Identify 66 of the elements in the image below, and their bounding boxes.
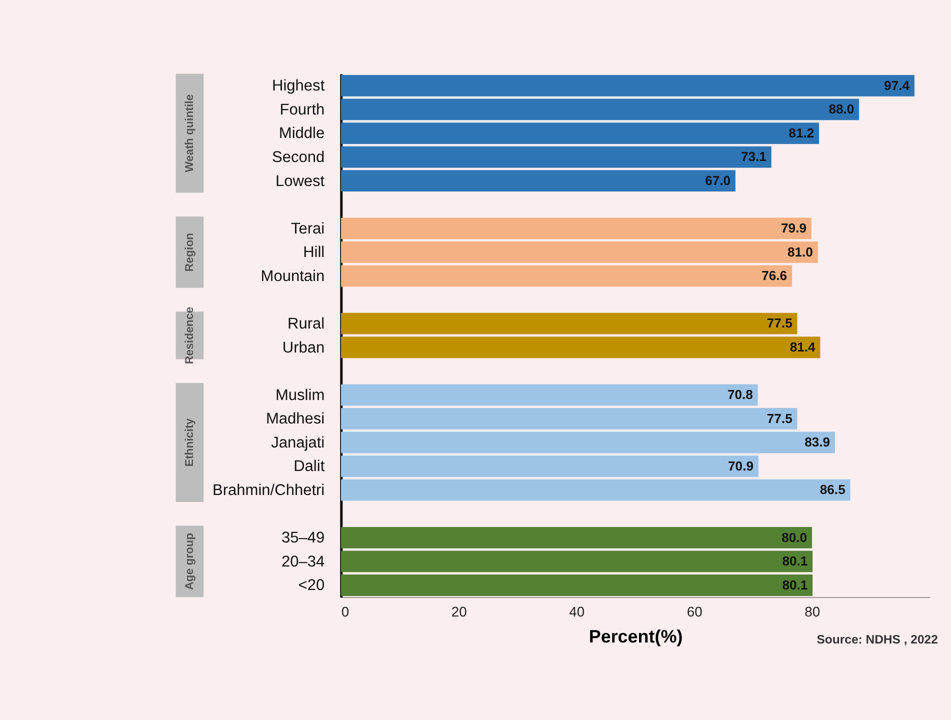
data-label: 73.1 bbox=[740, 149, 766, 164]
data-label: 80.1 bbox=[782, 554, 808, 569]
data-label: 81.4 bbox=[790, 339, 816, 354]
data-label: 83.9 bbox=[804, 434, 830, 450]
x-tick-label: 40 bbox=[569, 603, 585, 620]
y-tick-label: Dalit bbox=[294, 458, 326, 476]
data-label: 77.5 bbox=[766, 316, 792, 331]
bar bbox=[340, 526, 812, 548]
y-tick-label: Highest bbox=[272, 78, 326, 95]
text: Ethnicity bbox=[184, 418, 196, 467]
y-tick-label: Madhesi bbox=[266, 410, 325, 428]
bar bbox=[340, 218, 812, 240]
data-label: 81.2 bbox=[788, 125, 814, 140]
y-tick-label: Mountain bbox=[260, 268, 325, 285]
data-label: 81.0 bbox=[788, 244, 813, 260]
y-tick-label: Terai bbox=[290, 220, 325, 238]
text: Region bbox=[184, 232, 196, 272]
bar bbox=[340, 122, 820, 144]
bar bbox=[340, 312, 798, 334]
text: Residence bbox=[184, 306, 196, 364]
bar bbox=[340, 336, 820, 358]
bar bbox=[340, 574, 813, 596]
data-label: 80.0 bbox=[782, 530, 808, 545]
y-tick-label: Hill bbox=[303, 244, 325, 262]
x-tick-label: 80 bbox=[804, 603, 820, 620]
y-tick-label: <20 bbox=[298, 577, 325, 594]
data-label: 86.5 bbox=[820, 482, 846, 498]
data-label: 97.4 bbox=[884, 78, 910, 93]
bar bbox=[340, 479, 850, 501]
y-tick-label: Janajati bbox=[271, 434, 325, 452]
y-tick-label: 20–34 bbox=[281, 553, 325, 570]
x-tick-label: 60 bbox=[686, 603, 703, 620]
x-tick-label: 20 bbox=[451, 603, 468, 620]
bar bbox=[340, 98, 860, 120]
data-label: 67.0 bbox=[705, 172, 731, 188]
y-tick-label: Rural bbox=[288, 315, 325, 332]
y-tick-label: Lowest bbox=[275, 172, 326, 190]
y-tick-label: Urban bbox=[282, 339, 325, 356]
data-label: 77.5 bbox=[766, 410, 792, 426]
y-tick-label: 35–49 bbox=[281, 530, 325, 547]
bar bbox=[340, 170, 736, 192]
y-tick-label: Middle bbox=[278, 125, 325, 142]
data-label: 80.1 bbox=[782, 577, 808, 592]
data-label: 70.8 bbox=[727, 387, 753, 402]
data-label: 76.6 bbox=[762, 268, 788, 284]
source-note: Source: NDHS , 2022 bbox=[816, 632, 938, 647]
bar bbox=[340, 432, 835, 454]
bar bbox=[340, 74, 914, 96]
x-tick-label: 0 bbox=[341, 603, 350, 620]
bar bbox=[340, 550, 813, 572]
y-tick-label: Brahmin/Chhetri bbox=[212, 482, 325, 499]
bar bbox=[340, 146, 772, 168]
x-axis-title: Percent(%) bbox=[588, 626, 683, 647]
y-tick-label: Muslim bbox=[275, 386, 325, 404]
bar bbox=[340, 265, 792, 287]
y-tick-label: Second bbox=[272, 148, 325, 166]
bar bbox=[340, 456, 758, 478]
y-tick-label: Fourth bbox=[280, 101, 325, 118]
text: Age group bbox=[184, 532, 196, 590]
bar bbox=[340, 384, 758, 406]
data-label: 79.9 bbox=[781, 220, 806, 236]
data-label: 88.0 bbox=[828, 102, 854, 117]
data-label: 70.9 bbox=[728, 458, 754, 474]
bar bbox=[340, 408, 798, 430]
text: Weath quintile bbox=[184, 94, 196, 172]
bar bbox=[340, 242, 818, 263]
